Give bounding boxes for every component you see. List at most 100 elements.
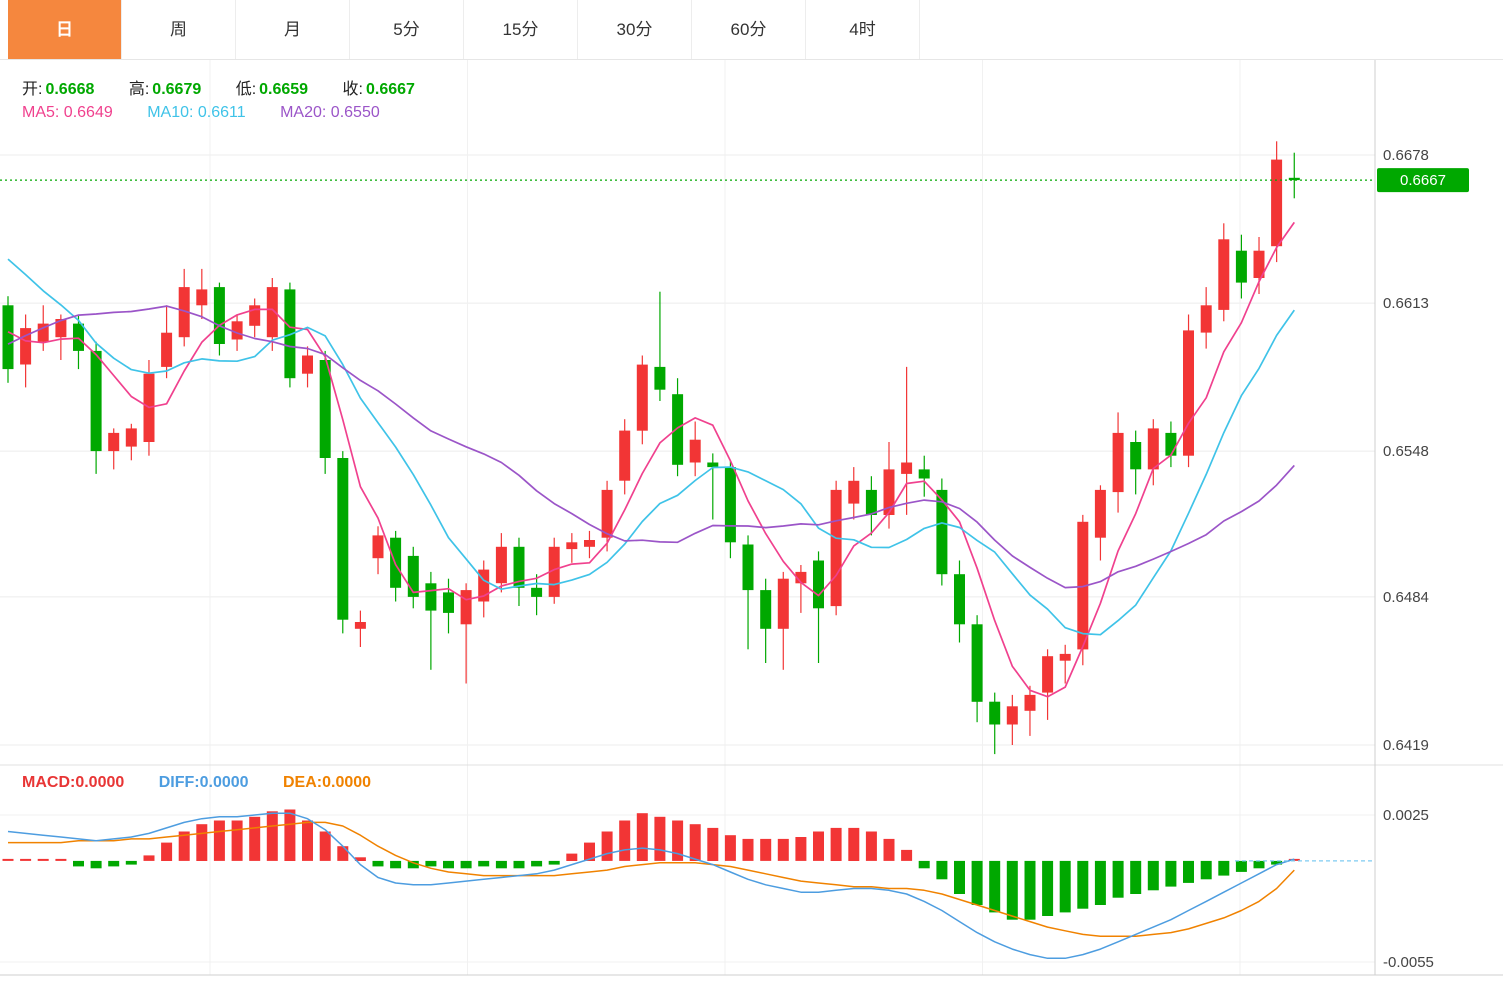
macd-bar xyxy=(478,860,490,867)
candle xyxy=(443,578,454,634)
macd-bar xyxy=(724,835,736,861)
candle xyxy=(566,533,578,563)
price-chart-svg[interactable]: 0.6678 0.6613 0.6548 0.6484 0.6419 0.0025 -0.0… xyxy=(0,60,1503,984)
candle xyxy=(830,480,842,616)
candle xyxy=(795,565,807,613)
tab-week[interactable]: 周 xyxy=(122,0,236,59)
macd-bar xyxy=(689,824,701,861)
candle xyxy=(865,476,877,536)
macd-bar xyxy=(1094,860,1106,905)
candle xyxy=(954,560,965,643)
macd-bar xyxy=(1147,860,1159,891)
dea-legend-item: DEA:0.0000 xyxy=(282,774,372,791)
candle xyxy=(478,560,490,618)
ma10-line xyxy=(7,258,1295,636)
tab-day[interactable]: 日 xyxy=(8,0,122,59)
candle xyxy=(883,442,895,529)
candle xyxy=(901,366,913,515)
interval-tabbar: 日 周 月 5分 15分 30分 60分 4时 xyxy=(0,0,1503,60)
candle xyxy=(1094,485,1106,561)
candle xyxy=(1077,514,1089,666)
ma20-legend-item: MA20: 0.6550 xyxy=(280,104,380,121)
candle xyxy=(354,610,366,647)
candle xyxy=(1130,430,1142,495)
candle xyxy=(196,268,208,319)
macd-bar xyxy=(548,860,560,865)
macd-bar xyxy=(284,809,296,861)
candle xyxy=(1059,644,1071,684)
candle xyxy=(1288,152,1300,199)
chart-area[interactable]: 0.6678 0.6613 0.6548 0.6484 0.6419 0.0025 -0.0… xyxy=(0,60,1503,984)
macd-bar xyxy=(654,816,666,861)
price-axis-label: 0.6678 xyxy=(1383,147,1429,164)
candle xyxy=(1042,649,1054,720)
tab-4hour[interactable]: 4时 xyxy=(806,0,920,59)
candle xyxy=(390,530,402,602)
ma5-legend-item: MA5: 0.6649 xyxy=(22,104,113,121)
candle xyxy=(1165,421,1177,468)
candle xyxy=(548,537,560,604)
candle xyxy=(319,350,331,474)
macd-bar xyxy=(55,858,67,861)
candle xyxy=(1271,141,1283,263)
price-axis-label: 0.6484 xyxy=(1383,589,1429,606)
macd-bar xyxy=(213,820,225,861)
macd-bar xyxy=(443,860,454,869)
dea-line xyxy=(8,821,1295,938)
macd-bar xyxy=(865,831,877,861)
candle xyxy=(1112,412,1124,513)
candle xyxy=(918,455,930,497)
macd-bar xyxy=(1059,860,1071,913)
candle xyxy=(513,537,525,606)
candlesticks xyxy=(2,141,1300,755)
tab-5min[interactable]: 5分 xyxy=(350,0,464,59)
macd-bar xyxy=(918,860,930,869)
candle xyxy=(601,480,613,552)
macd-bar xyxy=(1200,860,1212,880)
macd-bar xyxy=(672,820,684,861)
grid-lines xyxy=(0,60,1375,975)
ma5-line xyxy=(7,221,1295,698)
macd-bar xyxy=(742,838,754,861)
candle xyxy=(161,305,173,379)
macd-bar xyxy=(73,860,84,867)
macd-bar xyxy=(1271,860,1283,865)
macd-bar xyxy=(1130,860,1142,894)
macd-bar xyxy=(1183,860,1194,883)
candle xyxy=(813,551,824,663)
candle xyxy=(636,355,648,445)
macd-bar xyxy=(971,860,983,905)
axis-labels: 0.6678 0.6613 0.6548 0.6484 0.6419 0.0025 -0.0… xyxy=(1383,147,1434,971)
candle xyxy=(266,278,278,351)
macd-bar xyxy=(143,855,155,861)
candle xyxy=(848,467,860,520)
candle xyxy=(971,615,983,723)
macd-bar xyxy=(883,838,895,861)
candle xyxy=(1183,314,1194,468)
macd-bar xyxy=(531,860,543,867)
tab-30min[interactable]: 30分 xyxy=(578,0,692,59)
macd-bar xyxy=(566,853,578,861)
macd-bar xyxy=(372,860,384,867)
tab-60min[interactable]: 60分 xyxy=(692,0,806,59)
macd-bar xyxy=(830,827,842,861)
tab-month[interactable]: 月 xyxy=(236,0,350,59)
macd-legend: MACD:0.0000 DIFF:0.0000 DEA:0.0000 xyxy=(22,774,401,792)
macd-bar xyxy=(636,813,648,861)
ma-legend: MA5: 0.6649 MA10: 0.6611 MA20: 0.6550 xyxy=(22,104,410,122)
macd-bar xyxy=(302,820,313,861)
candle xyxy=(1006,694,1018,745)
macd-bar xyxy=(1235,860,1247,872)
candle xyxy=(407,546,419,609)
price-axis-label: 0.6613 xyxy=(1383,295,1429,312)
macd-bar xyxy=(249,816,261,861)
macd-bar xyxy=(495,860,507,869)
macd-bar xyxy=(584,842,595,861)
candle xyxy=(337,451,349,634)
candle xyxy=(55,314,67,360)
macd-bar xyxy=(460,860,472,869)
macd-bar xyxy=(337,846,349,861)
macd-bar xyxy=(989,860,1001,913)
macd-bar xyxy=(601,831,613,861)
tab-15min[interactable]: 15分 xyxy=(464,0,578,59)
